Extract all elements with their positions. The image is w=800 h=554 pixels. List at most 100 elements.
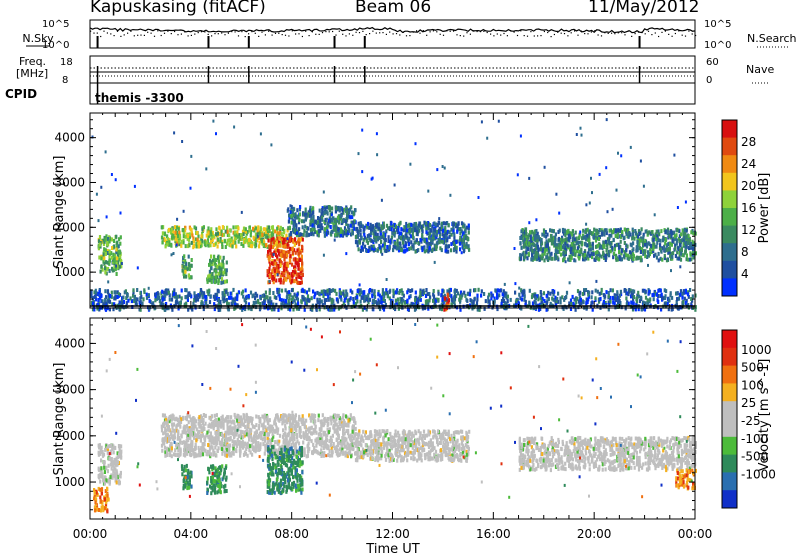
heatmap-cell: [267, 229, 270, 234]
heatmap-cell: [392, 248, 395, 253]
nsearch-point: [570, 32, 572, 34]
heatmap-cell: [307, 232, 311, 237]
nsearch-point: [211, 35, 213, 37]
heatmap-cell: [281, 254, 284, 258]
heatmap-cell: [596, 289, 599, 294]
heatmap-cell: [164, 307, 167, 312]
heatmap-cell: [400, 297, 403, 302]
heatmap-cell: [272, 262, 275, 266]
heatmap-cell: [376, 224, 379, 229]
nsearch-point: [278, 32, 280, 34]
heatmap-cell: [394, 245, 397, 250]
heatmap-cell: [266, 244, 269, 249]
heatmap-cell: [184, 265, 187, 269]
heatmap-cell: [282, 280, 285, 285]
heatmap-cell: [587, 251, 590, 256]
heatmap-cell: [590, 231, 593, 235]
heatmap-cell: [323, 298, 326, 303]
heatmap-cell: [368, 246, 371, 251]
heatmap-cell: [687, 303, 690, 307]
heatmap-cell: [685, 228, 688, 233]
heatmap-cell: [476, 293, 479, 298]
heatmap-cell: [254, 239, 257, 244]
heatmap-cell: [236, 297, 239, 302]
heatmap-cell: [306, 294, 310, 299]
heatmap-cell: [326, 427, 329, 432]
nsearch-point: [103, 30, 105, 32]
nsearch-point: [167, 30, 169, 32]
heatmap-cell: [170, 230, 173, 235]
nsearch-point: [237, 35, 240, 37]
heatmap-cell: [618, 250, 621, 254]
heatmap-cell: [537, 247, 540, 252]
heatmap-cell: [399, 231, 402, 236]
heatmap-cell: [690, 297, 693, 301]
heatmap-cell: [106, 260, 109, 265]
heatmap-cell: [553, 289, 556, 294]
heatmap-cell: [627, 230, 630, 235]
heatmap-cell: [348, 297, 351, 302]
heatmap-cell: [312, 416, 315, 421]
heatmap-cell: [398, 301, 401, 306]
heatmap-cell: [186, 236, 189, 241]
heatmap-cell: [164, 289, 167, 293]
heatmap-cell: [202, 446, 205, 450]
nave-label: Nave: [746, 63, 774, 76]
heatmap-cell: [188, 262, 191, 267]
heatmap-cell: [310, 220, 313, 225]
heatmap-cell: [269, 273, 272, 278]
heatmap-cell: [249, 416, 252, 421]
heatmap-cell: [214, 269, 217, 274]
heatmap-cell: [617, 151, 619, 155]
heatmap-cell: [395, 224, 398, 229]
heatmap-cell: [691, 239, 694, 244]
heatmap-cell: [428, 241, 431, 246]
heatmap-cell: [286, 294, 289, 299]
heatmap-cell: [356, 289, 359, 293]
nsearch-point: [634, 33, 636, 35]
heatmap-cell: [425, 240, 428, 245]
heatmap-cell: [130, 299, 133, 304]
heatmap-cell: [167, 227, 171, 232]
heatmap-cell: [473, 297, 476, 302]
heatmap-cell: [576, 296, 579, 301]
heatmap-cell: [571, 236, 574, 241]
heatmap-cell: [178, 230, 181, 235]
heatmap-cell: [120, 455, 123, 460]
heatmap-cell: [260, 239, 264, 244]
heatmap-cell: [103, 460, 106, 465]
heatmap-cell: [304, 301, 307, 306]
heatmap-cell: [225, 260, 228, 265]
heatmap-cell: [297, 441, 301, 446]
heatmap-cell: [635, 296, 639, 301]
heatmap-cell: [410, 246, 413, 251]
heatmap-cell: [465, 297, 468, 302]
heatmap-cell: [275, 233, 278, 238]
heatmap-cell: [423, 249, 426, 254]
heatmap-cell: [185, 288, 188, 293]
heatmap-cell: [273, 307, 276, 312]
heatmap-cell: [270, 234, 273, 238]
heatmap-cell: [293, 292, 296, 297]
heatmap-cell: [617, 242, 620, 247]
heatmap-cell: [542, 228, 546, 233]
heatmap-cell: [197, 435, 200, 439]
heatmap-cell: [258, 240, 261, 245]
heatmap-cell: [323, 451, 326, 456]
heatmap-cell: [437, 221, 440, 226]
heatmap-cell: [101, 453, 105, 458]
heatmap-cell: [193, 421, 196, 426]
heatmap-cell: [650, 243, 653, 248]
heatmap-cell: [519, 296, 522, 301]
heatmap-cell: [509, 297, 512, 302]
heatmap-cell: [110, 173, 113, 176]
nsearch-point: [315, 33, 317, 35]
heatmap-cell: [460, 290, 463, 295]
heatmap-cell: [609, 244, 612, 249]
heatmap-cell: [323, 233, 326, 238]
heatmap-cell: [431, 239, 434, 244]
heatmap-cell: [167, 288, 170, 293]
heatmap-cell: [266, 269, 269, 274]
heatmap-cell: [430, 305, 433, 310]
heatmap-cell: [181, 430, 184, 435]
